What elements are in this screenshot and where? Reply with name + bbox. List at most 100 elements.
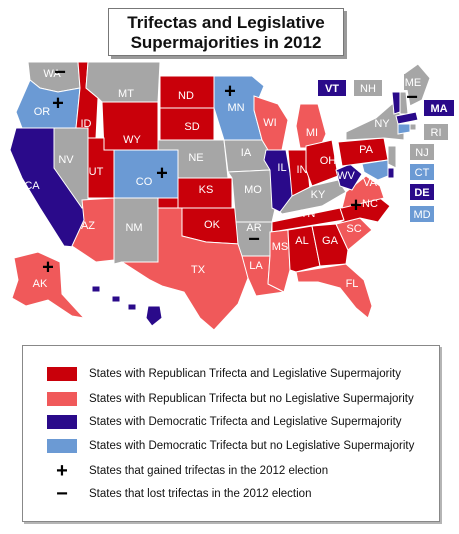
trifecta-change-markers: + + + + + − − − xyxy=(42,61,418,278)
state-label-tx: TX xyxy=(191,264,206,276)
state-de xyxy=(387,167,395,179)
state-label-mt: MT xyxy=(118,88,134,100)
state-label-mi: MI xyxy=(306,127,318,139)
us-map: WA OR CA ID NV MT WY UT AZ CO NM ND SD NE KS OK TX MN IA MO… xyxy=(9,61,454,331)
state-label-ak: AK xyxy=(33,278,48,290)
state-il xyxy=(263,149,295,213)
state-label-al: AL xyxy=(295,235,308,247)
state-label-nd: ND xyxy=(178,90,194,102)
state-md xyxy=(361,159,389,181)
state-callout-nh xyxy=(354,80,382,96)
state-label-ne: NE xyxy=(188,152,203,164)
state-label-ny: NY xyxy=(374,118,390,130)
state-label-mo: MO xyxy=(244,184,262,196)
legend-text: States that gained trifectas in the 2012… xyxy=(89,465,329,477)
state-callout-de xyxy=(410,184,434,200)
state-label-ri: RI xyxy=(431,127,442,139)
state-label-ia: IA xyxy=(241,147,252,159)
state-ak xyxy=(11,251,86,319)
state-ga xyxy=(311,223,349,267)
state-label-vt: VT xyxy=(325,83,339,95)
state-va xyxy=(341,175,385,209)
legend-text: States with Republican Trifecta but no L… xyxy=(89,393,414,405)
state-label-tn: TN xyxy=(301,208,316,220)
state-callout-me xyxy=(404,74,422,90)
state-label-fl: FL xyxy=(346,278,359,290)
state-oh xyxy=(305,139,339,187)
state-callout-md xyxy=(410,206,434,222)
state-label-ct: CT xyxy=(415,167,430,179)
state-label-nm: NM xyxy=(125,222,142,234)
state-label-ok: OK xyxy=(204,219,221,231)
state-nc xyxy=(335,197,391,225)
legend-text: States with Republican Trifecta and Legi… xyxy=(89,368,401,380)
state-hi xyxy=(91,285,163,327)
legend-text: States that lost trifectas in the 2012 e… xyxy=(89,488,312,500)
gained-marker-nc: + xyxy=(350,194,362,216)
states-layer xyxy=(9,61,431,331)
title-line-1: Trifectas and Legislative xyxy=(127,13,325,32)
state-callout-nj xyxy=(410,144,434,160)
plus-icon: + xyxy=(56,460,68,482)
state-label-in: IN xyxy=(297,164,308,176)
state-ma xyxy=(395,111,419,125)
legend-text: States with Democratic Trifecta and Legi… xyxy=(89,416,402,428)
gained-marker-or: + xyxy=(52,92,64,114)
state-callout-ct xyxy=(410,164,434,180)
state-label-la: LA xyxy=(249,260,263,272)
state-label-id: ID xyxy=(81,118,92,130)
minus-icon: − xyxy=(56,483,68,505)
state-label-wa: WA xyxy=(43,68,61,80)
gained-marker-ak: + xyxy=(42,256,54,278)
state-label-nh: NH xyxy=(360,83,376,95)
state-co xyxy=(113,149,179,199)
state-label-wv: WV xyxy=(337,170,355,182)
legend-swatch xyxy=(47,367,77,381)
legend-swatch xyxy=(47,392,77,406)
gained-marker-co: + xyxy=(156,162,168,184)
state-label-ks: KS xyxy=(199,184,214,196)
state-label-ut: UT xyxy=(89,166,104,178)
state-label-de: DE xyxy=(414,187,429,199)
state-label-ma: MA xyxy=(430,103,447,115)
legend-swatch xyxy=(47,439,77,453)
state-label-nc: NC xyxy=(362,198,378,210)
title-line-2: Supermajorities in 2012 xyxy=(130,33,322,52)
state-ri xyxy=(409,123,417,131)
state-label-md: MD xyxy=(413,209,430,221)
state-ms xyxy=(267,229,291,293)
state-label-hi: HI xyxy=(165,316,176,328)
state-ct xyxy=(397,123,411,135)
state-callout-ma xyxy=(424,100,454,116)
legend-item: States with Republican Trifecta and Legi… xyxy=(23,365,401,383)
state-label-ga: GA xyxy=(322,235,339,247)
lost-marker-me: − xyxy=(406,86,418,108)
state-label-il: IL xyxy=(277,162,286,174)
legend-item: − States that lost trifectas in the 2012 … xyxy=(23,483,312,505)
state-label-sd: SD xyxy=(184,121,199,133)
state-label-ms: MS xyxy=(272,241,289,253)
state-label-or: OR xyxy=(34,106,51,118)
state-label-wy: WY xyxy=(123,134,141,146)
state-label-ky: KY xyxy=(311,189,326,201)
state-label-mn: MN xyxy=(227,102,244,114)
state-label-az: AZ xyxy=(81,220,95,232)
state-label-sc: SC xyxy=(346,223,361,235)
state-label-nv: NV xyxy=(58,154,74,166)
state-label-pa: PA xyxy=(359,144,374,156)
state-label-ar: AR xyxy=(246,222,261,234)
lost-marker-ar: − xyxy=(248,228,260,250)
state-labels-layer: WA OR CA ID NV MT WY UT AZ CO NM ND SD NE KS OK TX MN IA MO… xyxy=(24,68,454,328)
state-nj xyxy=(387,145,397,169)
state-fl xyxy=(295,263,373,319)
state-label-ca: CA xyxy=(24,180,40,192)
state-vt xyxy=(391,91,401,115)
gained-marker-mn: + xyxy=(224,80,236,102)
state-label-co: CO xyxy=(136,176,153,188)
state-callout-ri xyxy=(424,124,448,140)
state-label-oh: OH xyxy=(320,155,337,167)
legend-item: + States that gained trifectas in the 201… xyxy=(23,460,329,482)
legend-item: States with Republican Trifecta but no L… xyxy=(23,390,414,408)
map-title: Trifectas and Legislative Supermajoritie… xyxy=(108,8,344,56)
state-al xyxy=(287,225,321,273)
